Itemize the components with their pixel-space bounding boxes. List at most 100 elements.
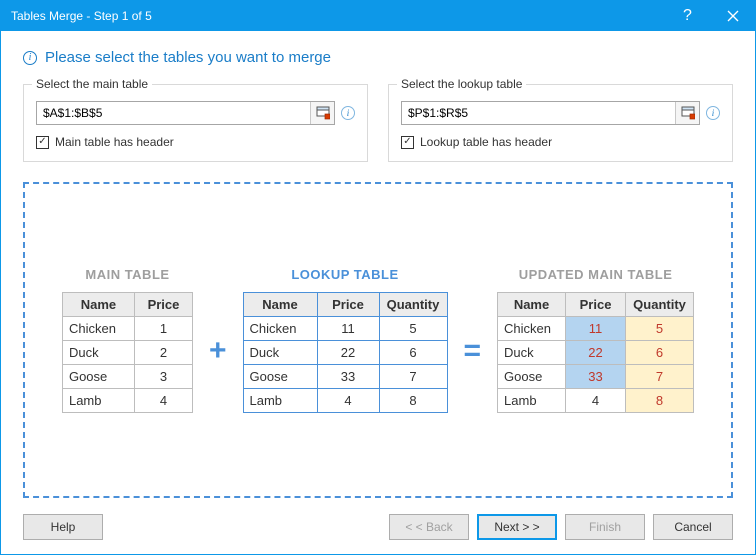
main-info-icon[interactable]: i bbox=[341, 106, 355, 120]
help-titlebar-button[interactable]: ? bbox=[665, 1, 710, 31]
titlebar: Tables Merge - Step 1 of 5 ? bbox=[1, 1, 755, 31]
table-row: Duck226 bbox=[243, 341, 447, 365]
table-header-cell: Price bbox=[317, 293, 379, 317]
table-cell: 3 bbox=[134, 365, 192, 389]
lookup-selector-legend: Select the lookup table bbox=[397, 77, 526, 91]
lookup-header-checkbox-label: Lookup table has header bbox=[420, 135, 552, 149]
preview-panel: MAIN TABLE NamePriceChicken1Duck2Goose3L… bbox=[23, 182, 733, 498]
updated-table-title: UPDATED MAIN TABLE bbox=[519, 267, 673, 282]
lookup-header-checkbox-row[interactable]: ✓ Lookup table has header bbox=[401, 135, 720, 149]
table-row: Lamb48 bbox=[498, 389, 694, 413]
table-cell: Chicken bbox=[62, 317, 134, 341]
footer-buttons: Help < < Back Next > > Finish Cancel bbox=[23, 514, 733, 540]
next-button[interactable]: Next > > bbox=[477, 514, 557, 540]
table-row: Duck226 bbox=[498, 341, 694, 365]
main-range-input[interactable] bbox=[37, 102, 310, 124]
main-table-selector: Select the main table i bbox=[23, 84, 368, 162]
table-cell: 4 bbox=[566, 389, 626, 413]
table-cell: 7 bbox=[379, 365, 447, 389]
table-row: Chicken115 bbox=[243, 317, 447, 341]
table-row: Chicken1 bbox=[62, 317, 192, 341]
table-cell: 5 bbox=[626, 317, 694, 341]
table-cell: Lamb bbox=[498, 389, 566, 413]
main-table-block: MAIN TABLE NamePriceChicken1Duck2Goose3L… bbox=[62, 267, 193, 413]
updated-table-block: UPDATED MAIN TABLE NamePriceQuantityChic… bbox=[497, 267, 694, 413]
table-row: Goose3 bbox=[62, 365, 192, 389]
wizard-window: Tables Merge - Step 1 of 5 ? i Please se… bbox=[0, 0, 756, 555]
close-button[interactable] bbox=[710, 1, 755, 31]
table-cell: Goose bbox=[62, 365, 134, 389]
table-cell: 6 bbox=[626, 341, 694, 365]
lookup-table-selector: Select the lookup table i bbox=[388, 84, 733, 162]
table-cell: Goose bbox=[498, 365, 566, 389]
main-selector-legend: Select the main table bbox=[32, 77, 152, 91]
selectors-row: Select the main table i bbox=[23, 84, 733, 162]
table-cell: Chicken bbox=[498, 317, 566, 341]
table-cell: 2 bbox=[134, 341, 192, 365]
table-cell: 11 bbox=[566, 317, 626, 341]
lookup-range-picker-button[interactable] bbox=[675, 102, 699, 124]
main-table-title: MAIN TABLE bbox=[85, 267, 169, 282]
table-header-cell: Quantity bbox=[379, 293, 447, 317]
table-cell: Chicken bbox=[243, 317, 317, 341]
help-button[interactable]: Help bbox=[23, 514, 103, 540]
table-header-cell: Name bbox=[498, 293, 566, 317]
table-row: Lamb48 bbox=[243, 389, 447, 413]
table-cell: Lamb bbox=[62, 389, 134, 413]
main-header-checkbox-label: Main table has header bbox=[55, 135, 174, 149]
table-cell: 33 bbox=[317, 365, 379, 389]
table-cell: Duck bbox=[498, 341, 566, 365]
table-header-cell: Name bbox=[243, 293, 317, 317]
table-cell: Duck bbox=[62, 341, 134, 365]
table-row: Chicken115 bbox=[498, 317, 694, 341]
table-cell: 22 bbox=[317, 341, 379, 365]
info-icon: i bbox=[23, 51, 37, 65]
table-cell: 33 bbox=[566, 365, 626, 389]
finish-button[interactable]: Finish bbox=[565, 514, 645, 540]
table-header-cell: Quantity bbox=[626, 293, 694, 317]
equals-operator: = bbox=[458, 334, 488, 368]
range-picker-icon bbox=[316, 106, 330, 120]
table-cell: Lamb bbox=[243, 389, 317, 413]
main-range-picker-button[interactable] bbox=[310, 102, 334, 124]
table-cell: 8 bbox=[626, 389, 694, 413]
content-area: i Please select the tables you want to m… bbox=[1, 31, 755, 554]
table-row: Goose337 bbox=[243, 365, 447, 389]
lookup-header-checkbox[interactable]: ✓ bbox=[401, 136, 414, 149]
lookup-range-input[interactable] bbox=[402, 102, 675, 124]
table-header-cell: Name bbox=[62, 293, 134, 317]
table-cell: 6 bbox=[379, 341, 447, 365]
table-cell: 4 bbox=[317, 389, 379, 413]
main-header-checkbox-row[interactable]: ✓ Main table has header bbox=[36, 135, 355, 149]
lookup-info-icon[interactable]: i bbox=[706, 106, 720, 120]
table-cell: 7 bbox=[626, 365, 694, 389]
lookup-table-title: LOOKUP TABLE bbox=[291, 267, 398, 282]
table-row: Lamb4 bbox=[62, 389, 192, 413]
close-icon bbox=[727, 10, 739, 22]
table-cell: 5 bbox=[379, 317, 447, 341]
table-cell: 1 bbox=[134, 317, 192, 341]
table-cell: Goose bbox=[243, 365, 317, 389]
main-preview-table: NamePriceChicken1Duck2Goose3Lamb4 bbox=[62, 292, 193, 413]
cancel-button[interactable]: Cancel bbox=[653, 514, 733, 540]
main-range-input-wrap bbox=[36, 101, 335, 125]
instruction-text: Please select the tables you want to mer… bbox=[45, 49, 331, 66]
instruction-row: i Please select the tables you want to m… bbox=[23, 49, 733, 66]
table-row: Duck2 bbox=[62, 341, 192, 365]
table-cell: Duck bbox=[243, 341, 317, 365]
updated-preview-table: NamePriceQuantityChicken115Duck226Goose3… bbox=[497, 292, 694, 413]
lookup-table-block: LOOKUP TABLE NamePriceQuantityChicken115… bbox=[243, 267, 448, 413]
table-header-cell: Price bbox=[566, 293, 626, 317]
plus-operator: + bbox=[203, 334, 233, 368]
lookup-range-input-wrap bbox=[401, 101, 700, 125]
back-button[interactable]: < < Back bbox=[389, 514, 469, 540]
table-row: Goose337 bbox=[498, 365, 694, 389]
table-cell: 11 bbox=[317, 317, 379, 341]
table-cell: 8 bbox=[379, 389, 447, 413]
lookup-preview-table: NamePriceQuantityChicken115Duck226Goose3… bbox=[243, 292, 448, 413]
range-picker-icon bbox=[681, 106, 695, 120]
main-header-checkbox[interactable]: ✓ bbox=[36, 136, 49, 149]
table-cell: 22 bbox=[566, 341, 626, 365]
table-header-cell: Price bbox=[134, 293, 192, 317]
window-title: Tables Merge - Step 1 of 5 bbox=[11, 9, 152, 23]
